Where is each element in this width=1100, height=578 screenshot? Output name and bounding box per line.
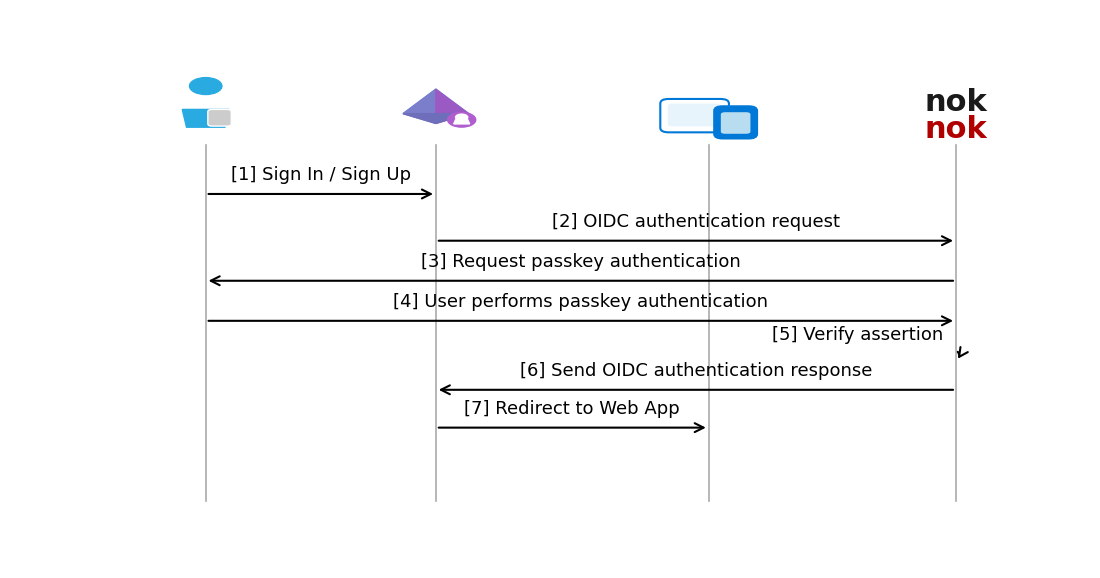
Polygon shape — [183, 109, 229, 127]
Polygon shape — [403, 89, 469, 114]
Circle shape — [448, 112, 475, 127]
Polygon shape — [436, 89, 469, 124]
Text: [7] Redirect to Web App: [7] Redirect to Web App — [464, 400, 680, 418]
FancyBboxPatch shape — [668, 103, 720, 127]
Text: nok: nok — [924, 88, 988, 117]
FancyArrowPatch shape — [958, 347, 968, 357]
Polygon shape — [453, 120, 470, 124]
Text: [3] Request passkey authentication: [3] Request passkey authentication — [421, 253, 740, 271]
Text: [5] Verify assertion: [5] Verify assertion — [772, 327, 943, 344]
Text: [2] OIDC authentication request: [2] OIDC authentication request — [552, 213, 840, 231]
Text: [1] Sign In / Sign Up: [1] Sign In / Sign Up — [231, 166, 411, 184]
Text: [6] Send OIDC authentication response: [6] Send OIDC authentication response — [519, 362, 872, 380]
FancyBboxPatch shape — [720, 112, 750, 134]
Polygon shape — [403, 89, 436, 124]
Text: nok: nok — [924, 115, 988, 144]
FancyBboxPatch shape — [208, 109, 231, 126]
Polygon shape — [403, 114, 469, 124]
FancyBboxPatch shape — [660, 99, 729, 132]
Circle shape — [189, 77, 222, 95]
FancyBboxPatch shape — [714, 106, 757, 139]
Text: [4] User performs passkey authentication: [4] User performs passkey authentication — [394, 293, 768, 311]
Circle shape — [455, 114, 468, 120]
